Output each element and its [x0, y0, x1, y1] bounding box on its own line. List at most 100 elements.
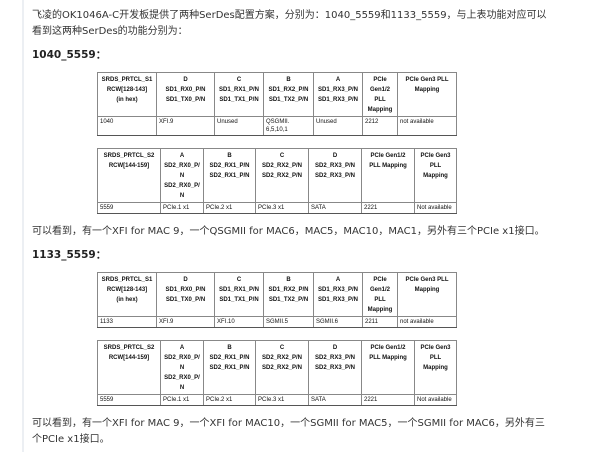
header-cell: PCIe Gen1/2 PLL Mapping: [361, 340, 415, 395]
header-cell: D SD1_RX0_P/N SD1_TX0_P/N: [156, 72, 215, 117]
header-cell-line: SD1_RX2_P/N: [268, 287, 309, 293]
table-header-row: SRDS_PRTCL_S2 RCW[144-159] A SD2_RX0_P/N SD2…: [97, 340, 457, 395]
header-cell-line: Mapping: [423, 365, 448, 371]
header-cell-line: SD2_RX0_P/: [164, 375, 200, 381]
header-cell: SRDS_PRTCL_S1 RCW[128-143] (in hex): [97, 72, 157, 117]
header-cell-line: B: [286, 77, 291, 83]
header-cell: PCIe Gen3 PLL Mapping: [414, 340, 457, 395]
data-cell: PCIe.2 x1: [203, 202, 256, 214]
header-cell: D SD2_RX3_P/N SD2_RX3_P/N: [308, 148, 362, 203]
section-heading-1040: 1040_5559：: [32, 49, 107, 61]
header-cell-line: PCIe: [373, 277, 387, 283]
header-cell-line: B: [286, 277, 291, 283]
data-cell: 1133: [97, 316, 157, 328]
header-cell: PCIe Gen3 PLL Mapping: [397, 272, 457, 317]
data-cell: SATA: [308, 202, 362, 214]
header-cell-line: SRDS_PRTCL_S1: [101, 277, 153, 283]
header-cell-line: C: [236, 77, 242, 83]
section-heading-1133: 1133_5559：: [32, 249, 107, 261]
header-cell-line: PCIe Gen3: [420, 345, 451, 351]
header-cell-line: RCW[144-159]: [108, 355, 150, 361]
header-cell-line: N: [179, 385, 185, 391]
table-row: 1133 XFI.9 XFI.10 SGMII.5 SGMII.6 2211 not ava…: [97, 316, 457, 328]
header-cell: B SD1_RX2_P/N SD1_TX2_P/N: [263, 272, 314, 317]
header-cell-line: C: [279, 345, 285, 351]
header-cell-line: Mapping: [367, 307, 393, 313]
header-cell-line: RCW[128-143]: [106, 287, 148, 293]
header-cell-line: SD1_TX0_P/N: [165, 97, 206, 103]
header-cell-line: Mapping: [423, 173, 448, 179]
header-cell-line: SD2_RX1_P/N: [209, 163, 250, 169]
data-cell: SGMII.5: [263, 316, 314, 328]
header-cell-line: Mapping: [414, 287, 440, 293]
header-cell-line: SD1_RX0_P/N: [165, 287, 206, 293]
header-cell-line: PCIe Gen3: [420, 153, 451, 159]
header-cell: A SD2_RX0_P/N SD2_RX0_P/N: [160, 340, 204, 395]
data-cell: Unused: [214, 116, 264, 136]
header-cell: SRDS_PRTCL_S2 RCW[144-159]: [97, 340, 161, 395]
header-cell: B SD1_RX2_P/N SD1_TX2_P/N: [263, 72, 314, 117]
data-cell: PCIe.3 x1: [255, 202, 309, 214]
header-cell: C SD2_RX2_P/N SD2_RX2_P/N: [255, 340, 309, 395]
header-cell-line: PCIe: [373, 77, 387, 83]
table-1133-s2: SRDS_PRTCL_S2 RCW[144-159] A SD2_RX0_P/N SD2…: [97, 340, 457, 406]
data-cell: Not available: [414, 202, 457, 214]
header-cell-line: PCIe Gen1/2: [370, 345, 406, 351]
data-cell: 1040: [97, 116, 157, 136]
header-cell-line: B: [227, 153, 232, 159]
data-cell: Not available: [414, 394, 457, 406]
header-cell-line: SD2_RX0_P/: [164, 183, 200, 189]
header-cell-line: (in hex): [116, 97, 138, 103]
header-cell-line: SD2_RX3_P/N: [314, 365, 356, 371]
header-cell-line: SD2_RX3_P/N: [314, 163, 356, 169]
header-cell-line: SD1_RX2_P/N: [268, 87, 309, 93]
data-cell: PCIe.1 x1: [160, 202, 204, 214]
header-cell: C SD1_RX1_P/N SD1_TX1_P/N: [214, 72, 264, 117]
summary-1133-line-2: 个PCIe x1接口。: [32, 434, 110, 445]
header-cell-line: SRDS_PRTCL_S2: [103, 345, 155, 351]
data-cell: SGMII.6: [313, 316, 363, 328]
header-cell-line: A: [179, 345, 185, 351]
table-1133-s1: SRDS_PRTCL_S1 RCW[128-143] (in hex) D SD1_RX…: [97, 272, 457, 328]
header-cell-line: SRDS_PRTCL_S1: [101, 77, 153, 83]
header-cell-line: PLL Mapping: [369, 355, 407, 361]
header-cell-line: C: [279, 153, 285, 159]
header-cell-line: RCW[128-143]: [106, 87, 148, 93]
header-cell-line: Gen1/2: [369, 287, 390, 293]
data-cell: 2221: [361, 394, 415, 406]
header-cell-line: SD1_TX1_P/N: [219, 297, 259, 303]
header-cell: PCIe Gen3 PLL Mapping: [397, 72, 457, 117]
header-cell-line: A: [335, 77, 341, 83]
header-cell-line: SD1_TX2_P/N: [268, 297, 309, 303]
intro-line-2: 看到这两种SerDes的功能分别为：: [32, 26, 188, 37]
header-cell-line: SD2_RX2_P/N: [261, 355, 303, 361]
header-cell-line: PCIe Gen1/2: [370, 153, 406, 159]
header-cell: A SD1_RX3_P/N SD1_RX3_P/N: [313, 272, 363, 317]
header-cell-line: Mapping: [367, 107, 393, 113]
header-cell-line: SD2_RX0_P/: [164, 355, 200, 361]
data-cell: Unused: [313, 116, 363, 136]
table-1040-s1: SRDS_PRTCL_S1 RCW[128-143] (in hex) D SD1_RX…: [97, 72, 457, 136]
header-cell: PCIe Gen1/2 PLL Mapping: [361, 148, 415, 203]
intro-line-1: 飞凌的OK1046A-C开发板提供了两种SerDes配置方案，分别为：1040_…: [32, 10, 547, 21]
header-cell-line: PCIe Gen3 PLL: [405, 277, 449, 283]
table-header-row: SRDS_PRTCL_S2 RCW[144-159] A SD2_RX0_P/N SD2…: [97, 148, 457, 203]
header-cell-line: B: [227, 345, 232, 351]
data-cell: not available: [397, 116, 457, 136]
header-cell-line: SD2_RX1_P/N: [209, 173, 250, 179]
header-cell-line: SD1_RX3_P/N: [317, 97, 359, 103]
header-cell-line: SD1_TX1_P/N: [219, 97, 259, 103]
header-cell-line: PCIe Gen3 PLL: [405, 77, 449, 83]
data-cell: 5559: [97, 394, 161, 406]
data-cell: XFI.9: [156, 316, 215, 328]
header-cell-line: N: [179, 173, 185, 179]
header-cell-line: PLL: [374, 97, 386, 103]
header-cell-line: PLL: [429, 355, 442, 361]
data-cell: PCIe.2 x1: [203, 394, 256, 406]
header-cell-line: SD1_RX3_P/N: [317, 297, 359, 303]
header-cell-line: SD2_RX0_P/: [164, 163, 200, 169]
header-cell-line: SD1_RX3_P/N: [317, 87, 359, 93]
table-1040-s2: SRDS_PRTCL_S2 RCW[144-159] A SD2_RX0_P/N SD2…: [97, 148, 457, 214]
header-cell-line: SD2_RX1_P/N: [209, 365, 250, 371]
